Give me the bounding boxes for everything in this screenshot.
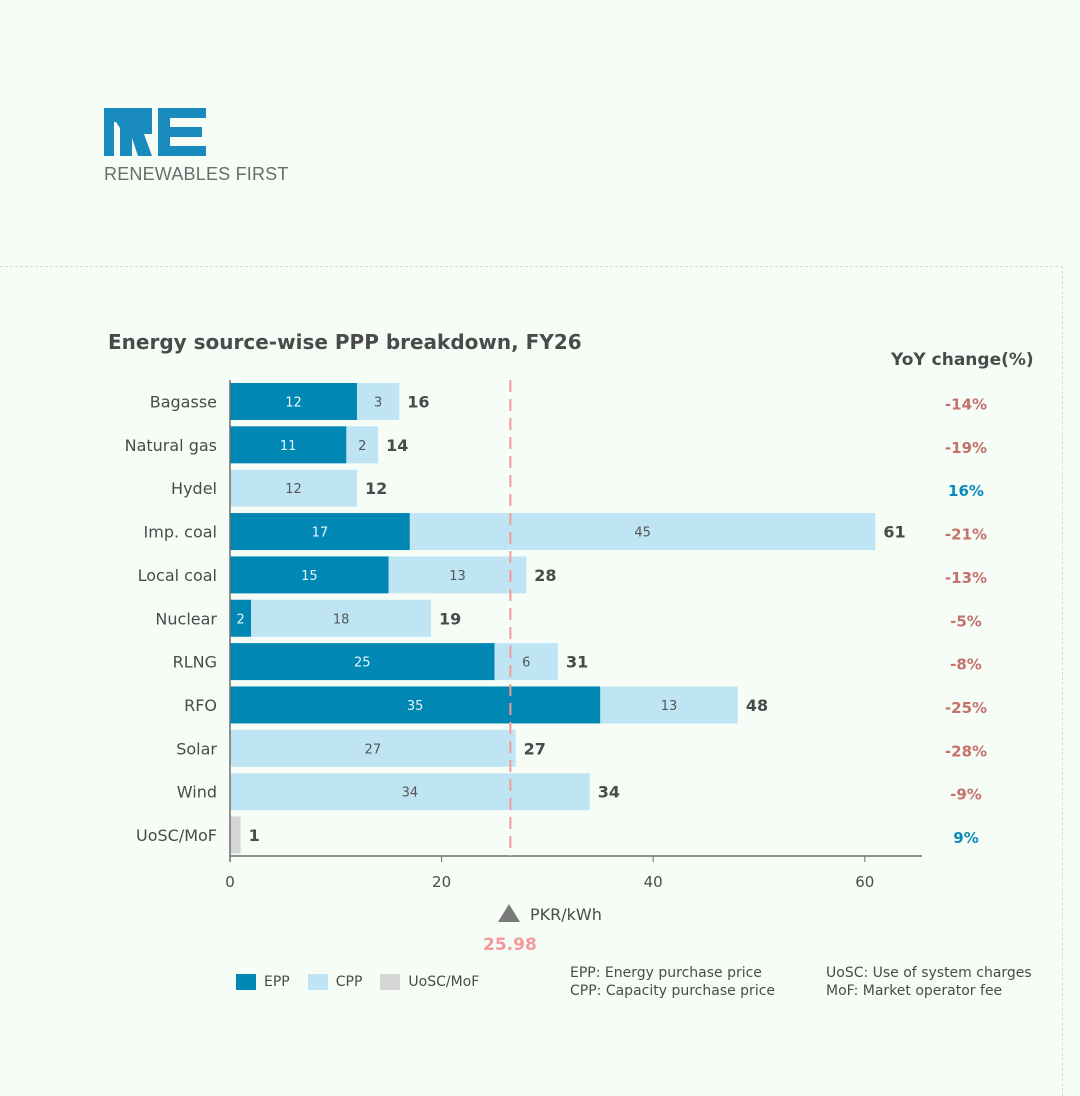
bar-segment-epp <box>230 599 252 637</box>
yoy-value: -21% <box>945 526 987 544</box>
segment-label: 2 <box>358 439 366 454</box>
category-label: Bagasse <box>150 393 217 412</box>
bar-segment-cpp <box>346 426 379 464</box>
segment-label: 6 <box>522 656 530 671</box>
bar-segment-epp <box>230 513 410 551</box>
total-label: 34 <box>598 783 620 802</box>
note-epp: EPP: Energy purchase price <box>570 965 762 981</box>
bar-segment-epp <box>230 686 601 724</box>
legend-swatch-cpp <box>307 974 328 990</box>
yoy-value: 9% <box>953 829 978 847</box>
legend-item-uosc: UoSC/MoF <box>380 974 479 990</box>
bar-segment-cpp <box>230 773 590 811</box>
total-label: 1 <box>249 826 260 845</box>
brand-name: RENEWABLES FIRST <box>104 164 289 184</box>
category-label: Local coal <box>138 566 217 585</box>
segment-label: 18 <box>333 612 350 627</box>
segment-label: 27 <box>365 742 382 757</box>
yoy-value: -8% <box>950 656 982 674</box>
legend: EPP CPP UoSC/MoF <box>236 974 479 990</box>
yoy-value: -28% <box>945 742 987 760</box>
segment-label: 12 <box>285 482 302 497</box>
note-mof: MoF: Market operator fee <box>826 983 1003 999</box>
category-label: Solar <box>176 739 217 758</box>
yoy-value: 16% <box>948 482 984 500</box>
bar-segment-epp <box>230 556 389 594</box>
legend-item-cpp: CPP <box>307 974 362 990</box>
yoy-value: -9% <box>950 786 982 804</box>
note-cpp: CPP: Capacity purchase price <box>570 983 776 999</box>
abbrev-notes-left: EPP: Energy purchase price CPP: Capacity… <box>570 964 775 1000</box>
segment-label: 15 <box>301 569 318 584</box>
note-uosc: UoSC: Use of system charges <box>826 965 1032 981</box>
total-label: 16 <box>407 393 429 412</box>
x-tick-label: 0 <box>225 873 235 891</box>
bar-segment-uoscmof <box>230 816 241 854</box>
category-label: Nuclear <box>155 609 217 628</box>
category-label: Imp. coal <box>144 523 217 542</box>
segment-label: 13 <box>449 569 466 584</box>
x-tick-label: 60 <box>855 873 874 891</box>
category-label: Wind <box>177 783 217 802</box>
segment-label: 2 <box>236 612 244 627</box>
yoy-header: YoY change(%) <box>891 350 1034 370</box>
brand-logo <box>104 108 208 158</box>
bar-segment-cpp <box>230 729 516 767</box>
x-axis-label: PKR/kWh <box>530 905 602 924</box>
chart-title: Energy source-wise PPP breakdown, FY26 <box>108 330 582 354</box>
segment-label: 35 <box>407 699 424 714</box>
total-label: 61 <box>883 523 905 542</box>
abbrev-notes-right: UoSC: Use of system charges MoF: Market … <box>826 964 1032 1000</box>
bar-segment-cpp <box>251 599 432 637</box>
segment-label: 13 <box>661 699 678 714</box>
legend-swatch-uosc <box>380 974 401 990</box>
segment-label: 45 <box>634 526 651 541</box>
category-label: Natural gas <box>125 436 217 455</box>
yoy-value: -5% <box>950 612 982 630</box>
total-label: 27 <box>524 739 546 758</box>
category-label: Hydel <box>171 479 217 498</box>
yoy-value: -14% <box>945 396 987 414</box>
x-tick-label: 20 <box>432 873 451 891</box>
total-label: 14 <box>386 436 408 455</box>
triangle-marker-icon <box>498 904 520 922</box>
bar-segment-cpp <box>409 513 876 551</box>
category-label: UoSC/MoF <box>136 826 217 845</box>
segment-label: 25 <box>354 656 371 671</box>
bar-segment-cpp <box>494 643 558 681</box>
bar-segment-cpp <box>230 469 357 507</box>
segment-label: 17 <box>312 526 329 541</box>
bar-segment-epp <box>230 643 495 681</box>
segment-label: 34 <box>402 786 419 801</box>
total-label: 31 <box>566 653 588 672</box>
total-label: 19 <box>439 609 461 628</box>
yoy-value: -13% <box>945 569 987 587</box>
yoy-value: -19% <box>945 439 987 457</box>
reference-value: 25.98 <box>483 935 537 955</box>
total-label: 12 <box>365 479 387 498</box>
legend-swatch-epp <box>236 974 256 990</box>
segment-label: 3 <box>374 396 382 411</box>
bar-segment-cpp <box>600 686 738 724</box>
legend-item-epp: EPP <box>236 974 290 990</box>
segment-label: 12 <box>285 396 302 411</box>
total-label: 48 <box>746 696 768 715</box>
category-label: RLNG <box>173 653 217 672</box>
bar-segment-cpp <box>356 383 400 420</box>
category-label: RFO <box>184 696 217 715</box>
bar-segment-epp <box>230 383 357 420</box>
segment-label: 11 <box>280 439 297 454</box>
total-label: 28 <box>534 566 556 585</box>
re-logo-icon <box>104 108 206 156</box>
bar-segment-cpp <box>388 556 527 594</box>
chart-frame <box>0 266 1063 1096</box>
x-axis-unit: PKR/kWh <box>498 904 602 924</box>
x-tick-label: 40 <box>644 873 663 891</box>
bar-segment-epp <box>230 426 347 464</box>
yoy-value: -25% <box>945 699 987 717</box>
